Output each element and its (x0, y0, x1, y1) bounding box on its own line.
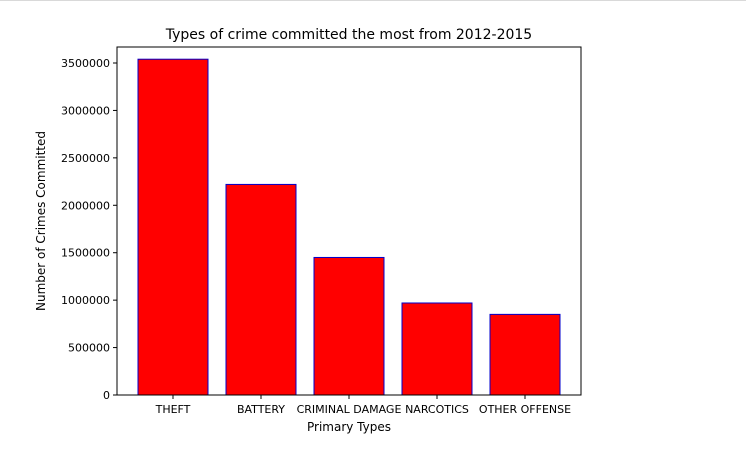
x-tick-label: OTHER OFFENSE (479, 403, 571, 416)
bar-theft (137, 58, 209, 396)
y-tick-label: 2000000 (61, 199, 110, 212)
y-tick-label: 1500000 (61, 247, 110, 260)
bar-other-offense (489, 313, 561, 396)
x-axis-ticks: THEFT BATTERY CRIMINAL DAMAGE NARCOTICS OTHE… (155, 395, 571, 416)
y-tick-label: 500000 (68, 342, 110, 355)
y-axis-label: Number of Crimes Committed (34, 131, 48, 311)
bar-criminal-damage (313, 256, 385, 396)
y-tick-label: 2500000 (61, 152, 110, 165)
bars-group (137, 58, 561, 396)
bar-narcotics (401, 302, 473, 396)
x-tick-label: CRIMINAL DAMAGE (297, 403, 402, 416)
y-tick-label: 3500000 (61, 57, 110, 70)
bar-battery (225, 183, 297, 396)
y-axis-ticks: 0 500000 1000000 1500000 2000000 2500000 30000… (61, 57, 117, 402)
x-tick-label: THEFT (155, 403, 191, 416)
y-tick-label: 1000000 (61, 294, 110, 307)
chart-title: Types of crime committed the most from 2… (165, 27, 532, 43)
x-axis-label: Primary Types (307, 420, 391, 434)
x-tick-label: NARCOTICS (405, 403, 469, 416)
y-tick-label: 0 (103, 389, 110, 402)
window-top-border (0, 0, 746, 1)
y-tick-label: 3000000 (61, 104, 110, 117)
x-tick-label: BATTERY (237, 403, 285, 416)
